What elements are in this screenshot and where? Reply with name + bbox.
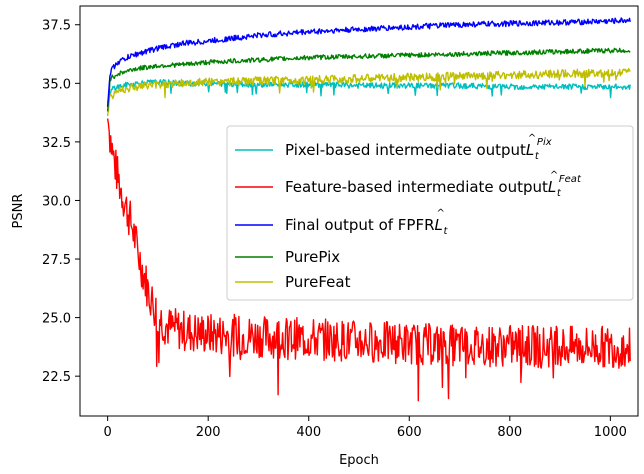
series-line-4: [106, 68, 631, 117]
legend-entry-hat: ^: [528, 133, 536, 144]
x-axis-label: Epoch: [339, 453, 379, 468]
legend-entry-subscript: t: [535, 151, 540, 162]
x-tick-label: 600: [397, 425, 422, 440]
legend-entry-label: PurePix: [285, 248, 340, 266]
y-tick-label: 30.0: [42, 194, 71, 209]
legend-entry-math: L: [435, 216, 443, 234]
legend-entry-subscript: t: [444, 226, 449, 237]
axes-frame: [79, 5, 639, 417]
y-tick-label: 32.5: [42, 136, 71, 151]
legend-entry-label: PureFeat: [285, 273, 351, 291]
y-tick-label: 22.5: [42, 370, 71, 385]
x-tick-label: 0: [104, 425, 112, 440]
legend-entry-superscript: Feat: [559, 174, 582, 185]
legend-entry-label: Feature-based intermediate output: [285, 178, 548, 196]
legend: Pixel-based intermediate output L^tPixFe…: [226, 125, 634, 301]
legend-entry-math: L: [526, 141, 534, 159]
y-tick-label: 35.0: [42, 77, 71, 92]
x-tick-label: 400: [296, 425, 321, 440]
series-line-2: [106, 17, 631, 107]
y-axis-label: PSNR: [11, 194, 26, 229]
legend-entry-label: Final output of FPFR: [285, 216, 435, 234]
y-tick-label: 27.5: [42, 253, 71, 268]
legend-box: [226, 125, 634, 301]
legend-entry-label: Pixel-based intermediate output: [285, 141, 526, 159]
series-line-1: [106, 118, 631, 402]
y-tick-label: 37.5: [42, 19, 71, 34]
legend-entry-hat: ^: [550, 170, 558, 181]
legend-entry-math: L: [548, 178, 556, 196]
x-tick-label: 1000: [594, 425, 627, 440]
x-tick-label: 800: [497, 425, 522, 440]
x-tick-label: 200: [196, 425, 221, 440]
x-axis-ticks: 0 200 400 600 800 1000: [104, 416, 627, 440]
legend-entry-subscript: t: [557, 188, 562, 199]
y-tick-label: 25.0: [42, 312, 71, 327]
legend-entry-superscript: Pix: [537, 137, 552, 148]
series-line-3: [106, 47, 631, 112]
y-axis-ticks: 22.5 25.0 27.5 30.0 32.5 35.0 37.5: [42, 19, 80, 385]
plot-lines: [106, 17, 631, 402]
legend-entry-hat: ^: [437, 208, 445, 219]
